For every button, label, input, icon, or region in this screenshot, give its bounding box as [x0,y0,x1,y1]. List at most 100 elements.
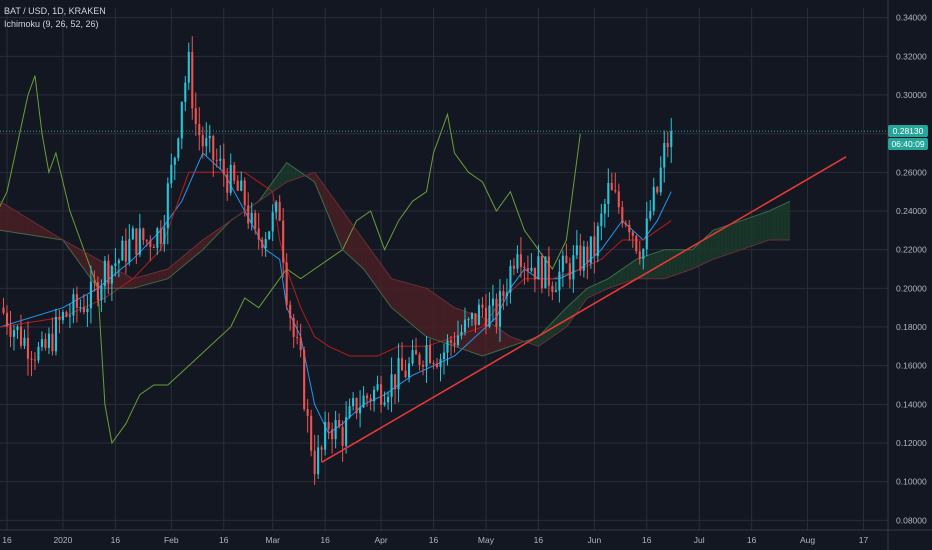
cloud-segment [423,287,427,337]
candle-body [240,180,243,191]
cloud-segment [440,298,444,343]
cloud-segment [632,259,637,280]
cloud-segment [447,302,451,346]
time-tick-label: Aug [800,535,815,545]
candle-body [303,350,306,410]
time-tick-label: 16 [2,535,12,545]
candle-body [72,294,75,316]
price-tick-label: 0.08000 [896,515,927,525]
cloud-segment [311,172,315,182]
cloud-segment [730,223,735,254]
candle-body [373,389,376,402]
cloud-segment [741,219,745,250]
candle-body [19,326,23,346]
cloud-segment [398,280,403,317]
candle-body [628,224,631,233]
cloud-segment [395,279,399,314]
candle-body [58,316,61,321]
candle-body [201,135,204,147]
candle-body [271,212,274,232]
candle-body [484,307,488,327]
candle-body [345,417,348,446]
candle-body [544,256,547,289]
candle-body [68,315,71,317]
cloud-segment [437,295,441,342]
candle-body [400,358,404,371]
cloud-segment [416,285,420,331]
candle-body [2,307,5,313]
candle-body [397,358,400,390]
cloud-segment [762,212,766,243]
candle-body [394,374,397,390]
candle-body [589,236,592,264]
cloud-segment [587,286,591,298]
candle-body [635,235,638,252]
candle-body [362,395,365,408]
candle-body [278,201,281,221]
cloud-segment [381,264,385,298]
cloud-segment [97,259,102,289]
cloud-segment [342,211,347,253]
candle-body [369,398,372,402]
candle-body [75,294,78,308]
cloud-segment [27,218,32,236]
cloud-segment [38,224,42,237]
candle-body [603,204,606,214]
candle-body [631,232,634,236]
candle-body [124,240,127,262]
indicator-title[interactable]: Ichimoku (9, 26, 52, 26) [4,19,99,29]
cloud-segment [510,336,514,347]
candle-body [533,267,536,280]
candle-body [149,240,152,247]
candle-body [222,158,225,175]
cloud-segment [384,269,389,303]
cloud-segment [157,270,161,282]
candle-body [229,164,232,193]
cloud-segment [751,215,756,247]
cloud-segment [594,283,598,295]
cloud-segment [450,305,455,347]
cloud-segment [335,201,340,242]
price-tick-label: 0.24000 [896,206,927,216]
candle-body [470,313,474,320]
cloud-segment [597,281,602,294]
candle-body [26,337,30,359]
candle-body [177,138,180,158]
candle-body [404,370,407,378]
cloud-segment [499,329,504,350]
candle-body [561,255,564,272]
cloud-segment [349,220,354,260]
time-tick-label: Feb [164,535,179,545]
cloud-segment [405,282,410,323]
cloud-segment [290,165,294,181]
cloud-segment [478,316,483,356]
candle-body [624,223,627,225]
candle-body [282,220,285,263]
cloud-segment [734,221,738,253]
candle-body [572,255,575,280]
cloud-segment [748,217,752,248]
candle-body [254,212,257,229]
cloud-segment [115,269,119,289]
candle-body [152,246,155,248]
candle-body [432,363,435,365]
candle-body [568,263,571,280]
cloud-segment [360,235,364,269]
cloud-segment [52,233,56,239]
cloud-segment [625,264,630,283]
symbol-title[interactable]: BAT / USD, 1D, KRAKEN [4,6,106,16]
cloud-segment [356,230,361,266]
cloud-segment [723,225,728,256]
time-tick-label: Jun [587,535,601,545]
cloud-segment [328,191,333,225]
candle-body [275,201,278,213]
candle-body [491,298,494,306]
cloud-segment [727,224,731,255]
cloud-segment [136,276,140,288]
candle-body [554,290,557,292]
cloud-segment [608,276,612,289]
cloud-segment [339,206,343,250]
cloud-segment [653,252,658,279]
